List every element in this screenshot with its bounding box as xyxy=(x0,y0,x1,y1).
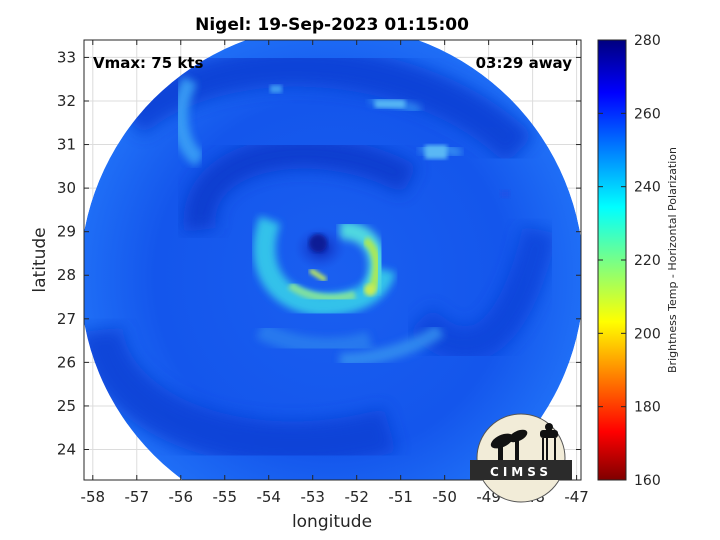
colorbar-tick-label: 200 xyxy=(634,326,661,342)
colorbar-tick-label: 180 xyxy=(634,400,661,416)
x-tick-label: -52 xyxy=(344,488,369,506)
y-tick-label: 25 xyxy=(57,397,76,415)
x-tick-label: -50 xyxy=(432,488,457,506)
x-tick-label: -47 xyxy=(564,488,589,506)
brightness-temp-swath xyxy=(84,40,581,480)
y-tick-label: 32 xyxy=(57,92,76,110)
logo-text: CIMSS xyxy=(490,465,552,479)
y-tick-label: 27 xyxy=(57,310,76,328)
y-tick-label: 33 xyxy=(57,48,76,66)
x-tick-label: -58 xyxy=(81,488,106,506)
time-away-annotation: 03:29 away xyxy=(476,54,573,72)
y-axis: 24 25 26 27 28 29 30 31 32 33 xyxy=(57,48,581,459)
colorbar: 160 180 200 220 240 260 280 Brightness Temp - … xyxy=(597,33,679,489)
colorbar-label: Brightness Temp - Horizontal Polarizatio… xyxy=(666,147,679,373)
colorbar-tick-label: 240 xyxy=(634,180,661,196)
colorbar-tick-label: 160 xyxy=(634,473,661,489)
y-tick-label: 31 xyxy=(57,136,76,154)
y-axis-label: latitude xyxy=(30,227,50,292)
colorbar-ticks: 160 180 200 220 240 260 280 xyxy=(598,33,661,489)
x-tick-label: -57 xyxy=(125,488,150,506)
x-tick-label: -53 xyxy=(300,488,325,506)
y-tick-label: 24 xyxy=(57,441,76,459)
axes-frame xyxy=(83,39,582,481)
y-tick-label: 30 xyxy=(57,179,76,197)
colorbar-tick-label: 220 xyxy=(634,253,661,269)
x-tick-label: -54 xyxy=(256,488,281,506)
chart-title: Nigel: 19-Sep-2023 01:15:00 xyxy=(195,15,469,35)
y-tick-label: 28 xyxy=(57,266,76,284)
colorbar-tick-label: 260 xyxy=(634,106,661,122)
x-tick-label: -51 xyxy=(388,488,413,506)
y-tick-label: 29 xyxy=(57,223,76,241)
x-tick-label: -55 xyxy=(212,488,237,506)
vmax-annotation: Vmax: 75 kts xyxy=(93,54,203,72)
x-tick-label: -56 xyxy=(169,488,194,506)
cimss-logo: CIMSS xyxy=(470,413,572,503)
y-tick-label: 26 xyxy=(57,353,76,371)
colorbar-tick-label: 280 xyxy=(634,33,661,49)
x-axis-label: longitude xyxy=(292,512,372,532)
